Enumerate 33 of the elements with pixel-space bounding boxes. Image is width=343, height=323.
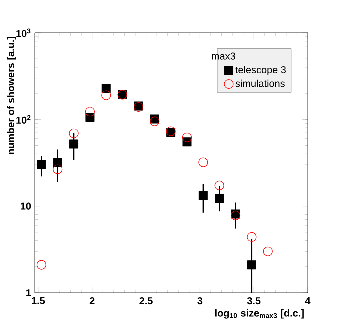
point — [182, 132, 192, 142]
point — [198, 191, 208, 200]
point — [53, 158, 62, 168]
legend-label: simulations — [236, 80, 285, 88]
point — [70, 140, 79, 149]
point — [263, 246, 273, 256]
y-tick-label: 10$^{2}$ — [16, 115, 31, 124]
x-tick-label: 3 — [198, 298, 203, 305]
point — [53, 164, 63, 174]
x-tick-label: 2 — [90, 298, 95, 304]
point — [102, 84, 111, 94]
point — [150, 116, 160, 126]
y-tick-label: 10$^{3}$ — [16, 28, 31, 38]
y-tick-label: 10 — [21, 202, 32, 210]
point — [247, 232, 257, 242]
legend-title: max3 — [212, 52, 236, 60]
point — [214, 180, 224, 191]
x-axis-title: log$_{10}$ size$_{max3}$ [d.c.] — [215, 310, 304, 319]
x-tick-label: 3.5 — [247, 298, 261, 305]
y-axis-title: number of showers [a.u.] — [7, 37, 16, 154]
point — [85, 107, 96, 117]
legend-label: telescope 3 — [236, 66, 286, 76]
y-tick-label: 1 — [26, 290, 32, 296]
x-tick-label: 1.5 — [32, 298, 46, 304]
point — [37, 160, 46, 170]
point — [102, 90, 112, 100]
point — [36, 260, 46, 270]
point — [215, 194, 224, 204]
x-tick-label: 2.5 — [140, 298, 153, 305]
point — [247, 260, 256, 270]
x-tick-label: 4 — [305, 298, 311, 304]
point — [198, 158, 208, 168]
point — [69, 128, 79, 138]
